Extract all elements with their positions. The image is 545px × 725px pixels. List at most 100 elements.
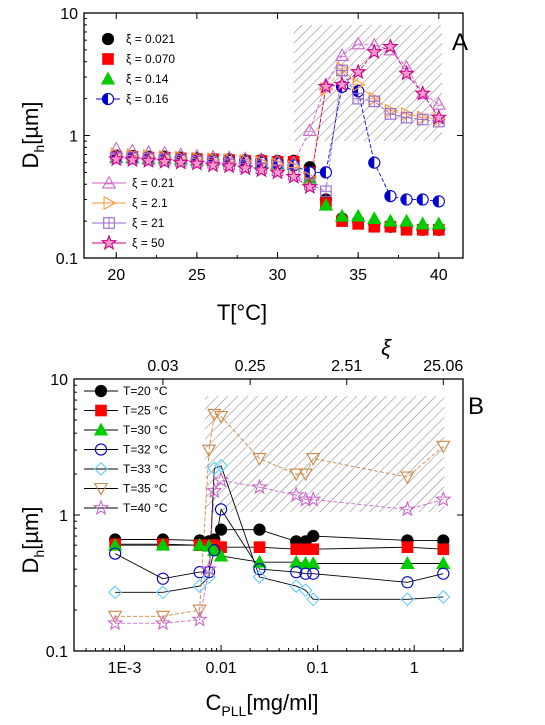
data-point (336, 64, 348, 77)
legend-entry: ξ = 0.021 (126, 32, 175, 46)
data-point (334, 208, 350, 222)
data-point (318, 197, 334, 211)
data-point (108, 537, 123, 551)
data-point (213, 548, 229, 562)
data-point (382, 37, 399, 54)
data-point (401, 541, 414, 553)
panel-b-y-tick-label: 0.1 (46, 644, 68, 661)
series-t-32-c (109, 503, 450, 589)
data-point (434, 490, 452, 507)
legend-marker (102, 53, 114, 65)
data-point (384, 108, 397, 120)
data-point (368, 156, 381, 169)
panel-b-connectors (114, 413, 444, 624)
data-point (317, 78, 335, 94)
data-point (400, 111, 413, 124)
data-point (289, 579, 304, 594)
data-point (400, 471, 415, 485)
data-point (106, 614, 124, 631)
data-point (436, 589, 451, 604)
data-point (207, 542, 222, 556)
data-point (414, 84, 431, 101)
data-point (307, 567, 320, 580)
data-point (253, 161, 270, 178)
data-point (398, 64, 415, 81)
data-point (307, 529, 320, 543)
legend-entry: T=30 °C (123, 423, 168, 437)
panel-b-y-axis-title-rest: [µm] (18, 507, 43, 550)
panel-a-y-tick-label: 1 (69, 129, 78, 146)
legend-entry: T=33 °C (123, 462, 168, 476)
panel-b-x-axis-title: CPLL[mg/ml] (206, 690, 319, 719)
panel-b-x-tick-label: 1 (410, 660, 419, 677)
data-point (430, 108, 448, 125)
data-point (416, 113, 429, 126)
data-point (351, 208, 366, 222)
data-point (352, 92, 364, 105)
panel-b-data-marks (106, 408, 452, 631)
panel-b-top-tick-label: 0.25 (235, 358, 266, 375)
data-point (253, 541, 266, 553)
panel-b-top-tick-label: 0.03 (147, 358, 178, 375)
series-line-t-40-c (115, 479, 444, 624)
data-point (236, 159, 254, 176)
panel-b-x-axis-title-sub: PLL (221, 703, 246, 719)
legend-entry: ξ = 21 (132, 216, 165, 230)
data-point (204, 156, 222, 173)
data-point (320, 185, 332, 198)
data-point (287, 486, 305, 503)
series-line-21 (293, 69, 439, 193)
data-point (156, 153, 173, 169)
data-point (155, 610, 171, 624)
series-t-40-c (106, 471, 452, 631)
legend-marker (103, 217, 115, 229)
data-point (298, 583, 313, 598)
data-point (437, 567, 450, 580)
data-point (107, 610, 123, 624)
data-point (436, 556, 451, 570)
legend-marker (94, 462, 108, 476)
panel-b-x-axis-title-main: C (206, 690, 222, 715)
data-point (290, 566, 303, 579)
data-point (352, 77, 366, 92)
data-point (401, 576, 414, 589)
panel-a-x-tick-label: 35 (349, 267, 367, 284)
data-point (306, 453, 321, 466)
data-point (400, 556, 415, 570)
legend-entry: ξ = 0.070 (126, 52, 175, 66)
data-point (319, 166, 333, 179)
panel-a-shaded-region (293, 24, 443, 142)
legend-marker (94, 384, 108, 398)
data-point (253, 562, 266, 576)
series-line-t-30-c (115, 544, 444, 564)
data-point (334, 48, 350, 61)
data-point (156, 572, 170, 585)
panel-b: 1E-3 0.01 0.1 1 0.03 0.25 2.51 25.06 0.1 1 10 B T=… (18, 335, 484, 719)
panel-b-legend: T=20 °C T=25 °C T=30 °C T=32 °C T=33 °C T=35 … (84, 384, 168, 516)
panel-a-x-tick-label: 25 (188, 267, 206, 284)
legend-marker (93, 482, 109, 496)
data-point (124, 151, 141, 168)
data-point (400, 592, 415, 607)
legend-marker (101, 92, 115, 106)
legend-entry: ξ = 0.16 (126, 92, 169, 106)
data-point (384, 189, 397, 203)
panel-b-x-axis-title-rest: [mg/ml] (246, 690, 318, 715)
data-point (191, 610, 208, 627)
panel-a-connectors (293, 43, 440, 202)
data-point (432, 195, 445, 208)
panel-a-y-axis-title: Dh[µm] (18, 102, 47, 169)
data-point (367, 211, 382, 225)
data-point (301, 178, 319, 194)
legend-marker (92, 499, 110, 516)
data-point (208, 544, 221, 557)
panel-a-x-tick-label: 20 (107, 267, 125, 284)
data-point (251, 478, 268, 495)
panel-b-top-axis-title: ξ (381, 335, 392, 360)
data-point (206, 482, 223, 499)
legend-entry: ξ = 50 (132, 236, 165, 250)
data-point (213, 410, 229, 424)
panel-a-legend: ξ = 0.021 ξ = 0.070 ξ = 0.14 ξ = 0.16 ξ = 0.… (92, 32, 175, 251)
data-point (214, 503, 228, 516)
panel-b-y-axis-title-main: D (18, 558, 43, 574)
